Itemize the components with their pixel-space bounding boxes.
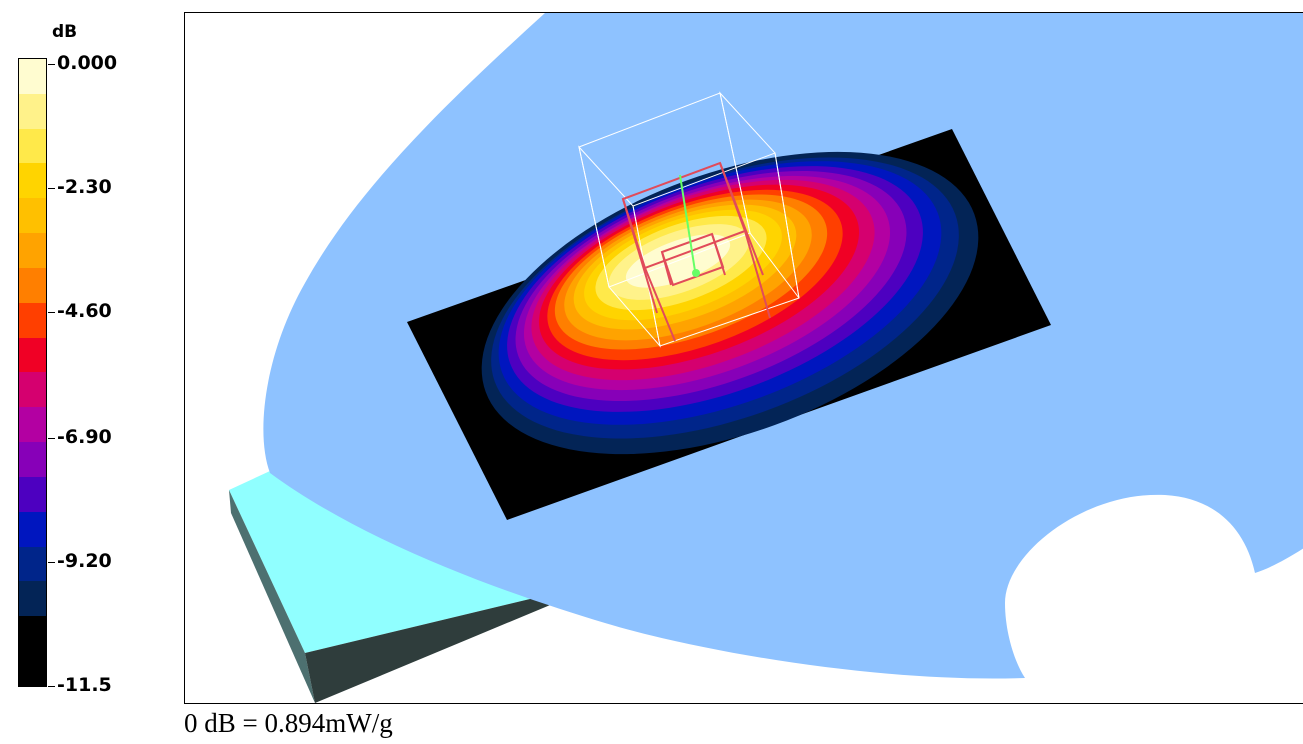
probe-tip-marker: [692, 269, 700, 277]
colorbar-tick-mark: [48, 562, 55, 563]
colorbar-band: [19, 198, 46, 234]
colorbar-band: [19, 233, 46, 268]
base-box-front: [229, 490, 315, 703]
colorbar-band: [19, 267, 46, 303]
colorbar-tick-label: -4.60: [57, 300, 112, 322]
sar-contours: [481, 151, 979, 455]
colorbar-band: [19, 442, 46, 477]
base-box-side: [305, 593, 555, 703]
colorbar-tick-mark: [48, 686, 55, 687]
sar-3d-scene: [229, 13, 1303, 703]
colorbar-band: [19, 546, 46, 582]
colorbar-tick-label: -2.30: [57, 176, 112, 198]
colorbar-band: [19, 163, 46, 199]
colorbar-band: [19, 59, 46, 94]
colorbar-band: [19, 93, 46, 129]
colorbar-band: [19, 337, 46, 373]
colorbar-tick-mark: [48, 312, 55, 313]
colorbar-tick-label: -6.90: [57, 426, 112, 448]
colorbar-band: [19, 302, 46, 338]
colorbar-title: dB: [52, 22, 78, 42]
colorbar-tick-label: -9.20: [57, 550, 112, 572]
device-frame: [621, 161, 771, 342]
colorbar-band: [19, 581, 46, 617]
colorbar-band: [19, 511, 46, 547]
colorbar-tick-mark: [48, 64, 55, 65]
colorbar-tick-mark: [48, 188, 55, 189]
colorbar-band: [19, 128, 46, 164]
sar-plot-view[interactable]: [184, 12, 1303, 704]
colorbar-band: [19, 407, 46, 443]
colorbar-tick-label: 0.000: [57, 52, 118, 74]
colorbar-band: [19, 372, 46, 408]
probe-cube-outline: [578, 91, 800, 348]
colorbar-legend: [18, 58, 47, 687]
footer-note: 0 dB = 0.894mW/g: [184, 708, 393, 738]
probe-axis-line: [679, 174, 696, 272]
colorbar-band: [19, 616, 46, 652]
colorbar-band: [19, 651, 46, 686]
colorbar-tick-label: -11.5: [57, 674, 112, 696]
base-box-top: [229, 471, 555, 653]
colorbar-band: [19, 476, 46, 512]
colorbar-tick-mark: [48, 438, 55, 439]
